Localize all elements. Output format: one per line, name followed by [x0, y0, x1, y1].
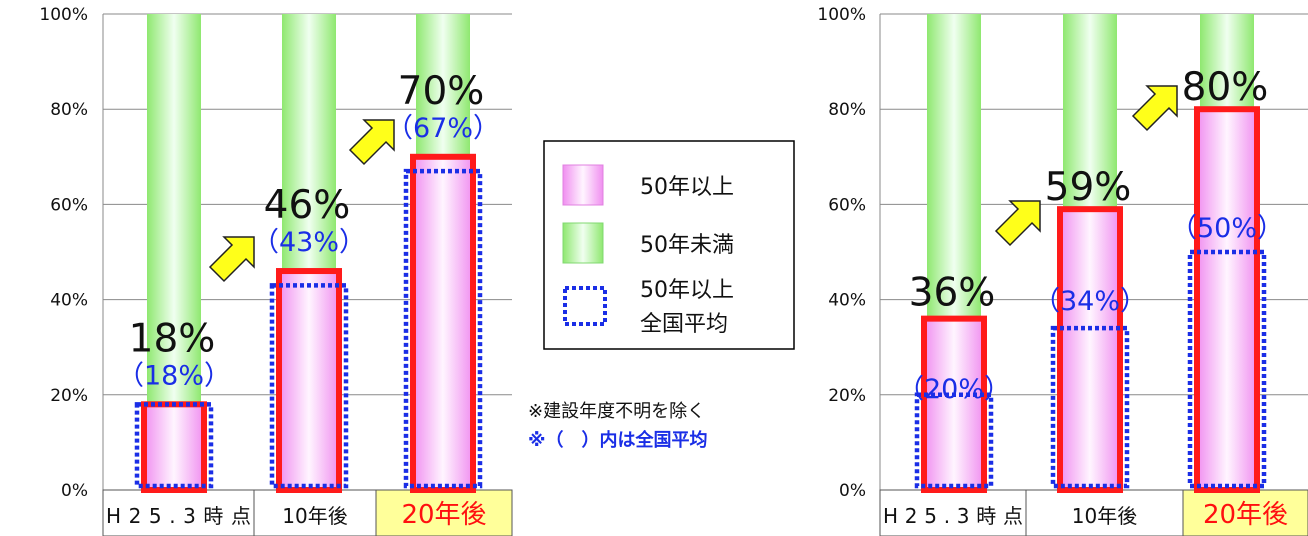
- category-label: 10年後: [282, 504, 347, 528]
- value-label: 36%: [909, 271, 996, 316]
- legend-swatch-50plus: [562, 164, 604, 206]
- trend-arrow: [348, 119, 395, 166]
- national-average-label: （67%）: [386, 113, 500, 144]
- bar-under50: [1200, 14, 1254, 110]
- y-tick-label: 100%: [39, 5, 88, 25]
- legend-label-50plus: 50年以上: [640, 175, 734, 200]
- value-label: 70%: [398, 69, 485, 114]
- bar-50plus: [921, 315, 987, 494]
- national-average-label: （34%）: [1033, 286, 1147, 317]
- category-label: 20年後: [1203, 500, 1288, 530]
- y-tick-label: 40%: [828, 291, 866, 311]
- legend-label-under50: 50年未満: [640, 233, 734, 258]
- y-tick-label: 60%: [50, 195, 88, 215]
- category-box: [1182, 489, 1308, 536]
- national-average-box: [134, 402, 214, 489]
- y-tick-label: 80%: [828, 100, 866, 120]
- bar-50plus: [410, 153, 476, 494]
- bar-under50: [416, 14, 470, 157]
- trend-arrow: [994, 200, 1041, 247]
- category-box: [1025, 489, 1184, 536]
- bar-50plus: [141, 401, 207, 494]
- national-average-label: （43%）: [252, 227, 366, 258]
- bar-under50: [282, 14, 336, 272]
- national-average-label: （20%）: [897, 374, 1011, 405]
- bar-under50: [1063, 14, 1117, 210]
- value-label: 46%: [264, 183, 351, 228]
- bar-under50: [147, 14, 201, 405]
- y-tick-label: 20%: [828, 386, 866, 406]
- bar-50plus: [1194, 106, 1260, 493]
- note-parentheses-national-average: ※（ ）内は全国平均: [528, 429, 708, 451]
- legend: 50年以上 50年未満 50年以上 全国平均: [543, 140, 795, 350]
- y-tick-label: 100%: [817, 5, 866, 25]
- bar-under50: [927, 14, 981, 319]
- national-average-box: [1187, 249, 1267, 489]
- value-label: 59%: [1045, 165, 1132, 210]
- y-tick-label: 0%: [61, 481, 88, 501]
- trend-arrow: [208, 236, 255, 283]
- category-box: [102, 489, 255, 536]
- value-label: 80%: [1182, 65, 1269, 110]
- value-label: 18%: [129, 316, 216, 361]
- chart-right: 0%20%40%60%80%100%H25.3時点 10年後 20年後36%（20%…: [817, 5, 1308, 536]
- bar-50plus: [276, 268, 342, 494]
- y-tick-label: 0%: [839, 481, 866, 501]
- category-label: 10年後: [1072, 504, 1137, 528]
- national-average-label: （18%）: [117, 360, 231, 391]
- y-tick-label: 40%: [50, 291, 88, 311]
- bar-50plus: [1057, 206, 1123, 493]
- category-label: 20年後: [401, 500, 486, 530]
- y-tick-label: 80%: [50, 100, 88, 120]
- national-average-label: （50%）: [1170, 213, 1284, 244]
- legend-swatch-national-average: [563, 286, 607, 326]
- y-tick-label: 60%: [828, 195, 866, 215]
- legend-label-national-average: 50年以上: [640, 278, 734, 303]
- chart-left: 0%20%40%60%80%100%H25.3時点 10年後 20年後18%（18%…: [39, 5, 513, 536]
- legend-label-national-average-2: 全国平均: [640, 312, 728, 337]
- national-average-box: [403, 168, 483, 489]
- national-average-box: [1050, 325, 1130, 489]
- national-average-box: [269, 283, 349, 489]
- legend-swatch-under50: [562, 222, 604, 264]
- trend-arrow: [1131, 85, 1178, 132]
- note-unknown-year-excluded: ※建設年度不明を除く: [528, 401, 705, 422]
- y-tick-label: 20%: [50, 386, 88, 406]
- national-average-box: [914, 392, 994, 489]
